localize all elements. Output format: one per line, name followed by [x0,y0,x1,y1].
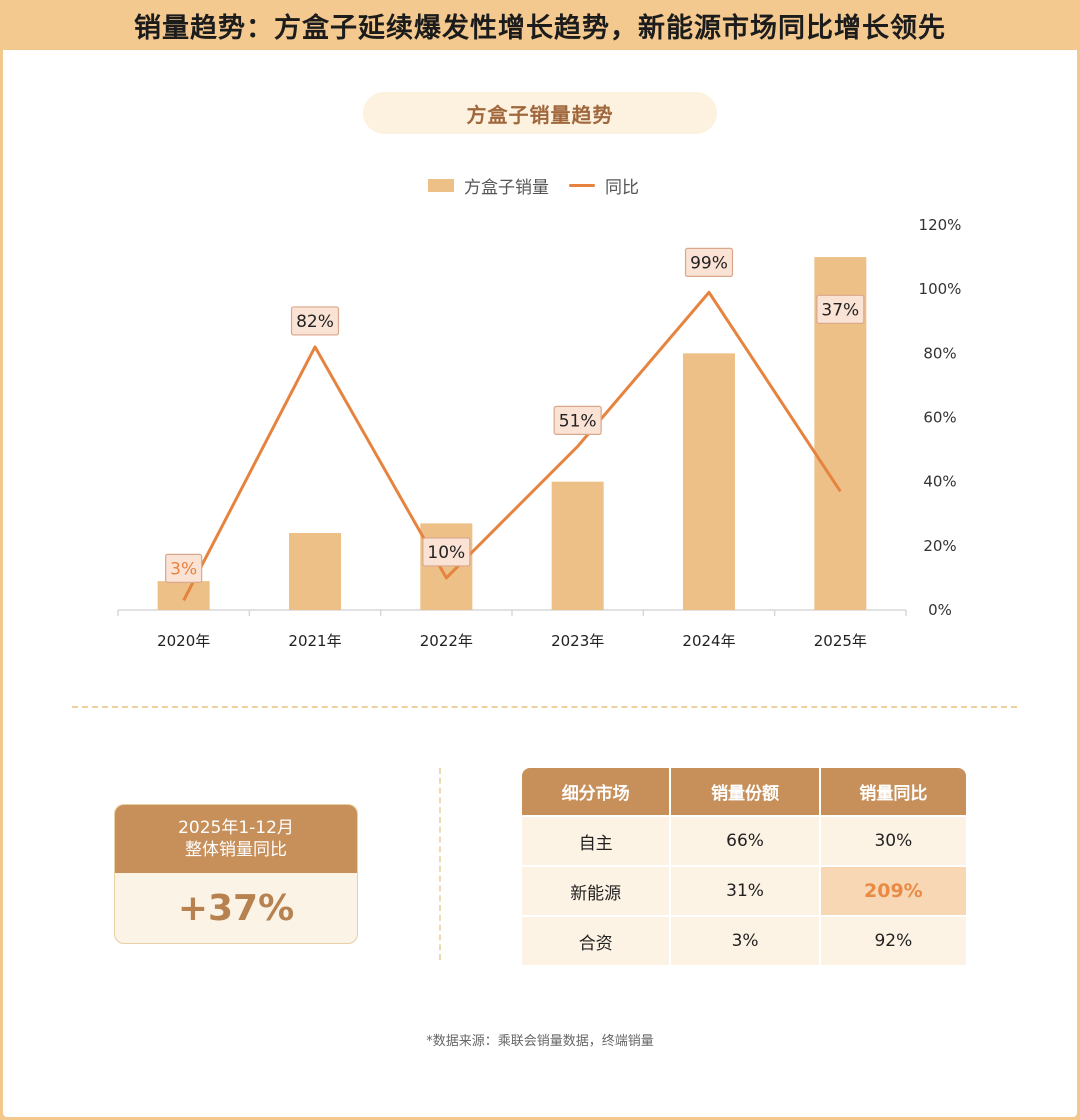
chart-title: 方盒子销量趋势 [466,102,614,127]
data-label-box [422,537,471,567]
summary-period: 2025年1-12月 [178,818,294,838]
data-label-box [816,294,865,324]
table-cell: 30% [820,815,966,865]
table-cell: 3% [671,915,821,965]
legend-bar-swatch [428,178,454,192]
chart-title-pill: 方盒子销量趋势 [363,92,717,134]
bar [683,353,735,610]
page-title: 销量趋势：方盒子延续爆发性增长趋势，新能源市场同比增长领先 [134,12,946,44]
data-label: 99% [690,253,728,273]
source-footnote: *数据来源：乘联会销量数据，终端销量 [426,1034,654,1049]
table-cell: 31% [671,865,821,915]
data-label-box [684,247,734,277]
table-header-segment: 细分市场 [522,768,672,815]
yoy-line [182,290,842,602]
summary-header: 2025年1-12月 整体销量同比 [115,805,357,873]
legend-item-yoy: 同比 [569,173,639,198]
legend-label-yoy: 同比 [605,177,639,198]
summary-value: +37% [177,887,295,929]
x-category-label: 2022年 [420,632,473,650]
table-header-share: 销量份额 [671,768,821,815]
combo-chart: 0% 20% 40% 60% 80% 100% 120% 2020年 2021年 2022年 202… [117,216,962,650]
table-cell: 新能源 [522,865,672,915]
table-cell: 66% [671,815,821,865]
table-header-yoy: 销量同比 [820,768,966,815]
summary-caption: 整体销量同比 [185,840,287,860]
segment-table: 细分市场 销量份额 销量同比 自主 66% 30% 新能源 31% 209% 合… [522,768,966,965]
table-header-row: 细分市场 销量份额 销量同比 [522,768,966,815]
x-category-label: 2025年 [814,632,867,650]
data-label-box [290,306,340,336]
table-row: 合资 3% 92% [522,915,966,965]
bar [289,533,341,610]
y-tick-label: 0% [928,601,952,619]
data-label: 10% [427,543,465,563]
x-category-label: 2021年 [288,632,341,650]
x-category-label: 2023年 [551,632,604,650]
y-tick-label: 120% [919,216,962,234]
x-category-label: 2024年 [682,632,735,650]
bar [157,581,210,610]
vertical-divider [439,768,441,960]
legend-item-sales: 方盒子销量 [428,173,549,198]
bar [420,523,473,610]
data-label-box [553,405,602,435]
y-tick-label: 100% [919,280,962,298]
x-category-label: 2020年 [157,632,210,650]
table-cell: 92% [820,915,966,965]
table-cell: 自主 [522,815,672,865]
chart-legend: 方盒子销量 同比 [428,172,659,198]
data-label: 51% [559,411,597,431]
data-label: 82% [296,312,334,332]
section-divider [72,706,1017,708]
summary-card: 2025年1-12月 整体销量同比 +37% [114,804,358,944]
y-tick-label: 20% [923,537,956,555]
legend-label-sales: 方盒子销量 [464,177,549,198]
table-cell-highlight: 209% [820,865,966,915]
data-label-box [165,553,203,583]
legend-line-swatch [569,183,595,187]
y-tick-label: 60% [923,409,956,427]
y-tick-label: 40% [923,473,956,491]
table-cell: 合资 [522,915,672,965]
data-label: 37% [821,300,859,320]
data-label: 3% [170,559,197,579]
y-tick-label: 80% [923,344,956,362]
header-bar: 销量趋势：方盒子延续爆发性增长趋势，新能源市场同比增长领先 [0,0,1080,50]
table-row: 新能源 31% 209% [522,865,966,915]
bar [551,481,604,610]
table-row: 自主 66% 30% [522,815,966,865]
